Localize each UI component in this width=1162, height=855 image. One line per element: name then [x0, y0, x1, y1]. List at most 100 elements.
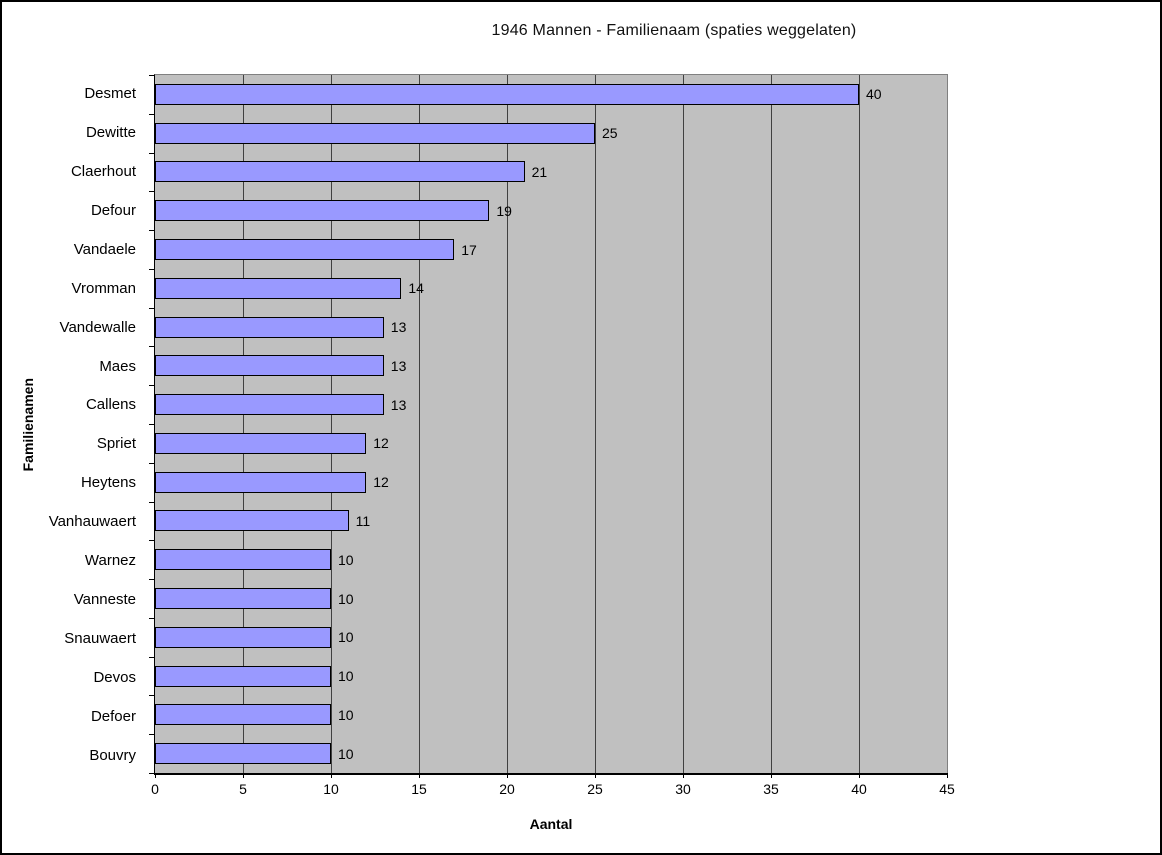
category-label: Callens	[85, 396, 136, 414]
bar	[155, 665, 331, 687]
gridline	[331, 75, 332, 773]
x-tick-label: 40	[851, 781, 867, 797]
x-tick	[331, 773, 332, 778]
bar-value-label: 12	[373, 474, 389, 491]
plot-area: 40 25 21 19 17 14 13 13 13 12 12 11 10 10 10 10 10 10 0 5 10…	[149, 74, 955, 797]
x-tick	[947, 773, 948, 778]
y-tick	[149, 346, 155, 348]
bar-value-label: 10	[338, 590, 354, 607]
category-axis-labels: Desmet Dewitte Claerhout Defour Vandaele Vrom…	[2, 74, 145, 775]
x-tick-label: 15	[411, 781, 427, 797]
bar-value-label: 10	[338, 706, 354, 723]
bar-rows: 40 25 21 19 17 14 13 13 13 12 12 11 10 10 10 10 10 10	[155, 75, 947, 773]
bar-row: 11	[155, 502, 947, 541]
x-tick	[859, 773, 860, 778]
bar	[155, 277, 402, 299]
category-label: Defour	[90, 201, 136, 219]
bar-value-label: 10	[338, 668, 354, 685]
y-tick	[149, 462, 155, 464]
y-tick	[149, 540, 155, 542]
y-tick	[149, 579, 155, 581]
y-axis-title: Familienamen	[20, 74, 36, 775]
y-tick	[149, 113, 155, 115]
bar-row: 10	[155, 734, 947, 773]
y-tick	[149, 734, 155, 736]
category-label: Vandaele	[73, 240, 136, 258]
bar-value-label: 13	[390, 357, 407, 374]
bar	[155, 549, 331, 571]
y-tick	[149, 617, 155, 619]
bar-row: 10	[155, 579, 947, 618]
bar-row: 17	[155, 230, 947, 269]
bar-value-label: 17	[461, 241, 477, 258]
bar	[155, 161, 525, 183]
bar-row: 25	[155, 114, 947, 153]
x-tick-label: 25	[587, 781, 603, 797]
x-tick	[243, 773, 244, 778]
x-tick-label: 5	[239, 781, 247, 797]
gridline	[595, 75, 596, 773]
x-tick	[418, 773, 420, 778]
bar-row: 12	[155, 463, 947, 502]
category-label: Vandewalle	[59, 318, 136, 336]
category-label: Vromman	[71, 279, 136, 297]
y-tick	[149, 75, 155, 76]
bar	[155, 200, 490, 222]
y-tick	[149, 268, 155, 270]
category-label: Dewitte	[85, 123, 136, 141]
y-tick	[149, 695, 155, 697]
x-axis-title: Aantal	[529, 816, 573, 832]
gridline	[682, 75, 684, 773]
y-tick	[149, 307, 155, 309]
y-tick	[149, 656, 155, 658]
y-tick	[149, 385, 155, 387]
y-tick	[149, 773, 155, 774]
gridline	[859, 75, 860, 773]
bar	[155, 355, 384, 377]
category-label: Bouvry	[89, 746, 136, 764]
bar-row: 13	[155, 308, 947, 347]
category-label: Desmet	[84, 84, 136, 102]
bar	[155, 239, 455, 261]
category-label: Maes	[99, 357, 136, 375]
category-label: Devos	[93, 669, 136, 687]
bar	[155, 743, 331, 765]
bar-row: 21	[155, 153, 947, 192]
category-label: Defoer	[90, 707, 136, 725]
bar	[155, 432, 367, 454]
bar-value-label: 21	[531, 163, 548, 180]
x-tick	[771, 773, 772, 778]
bar-value-label: 10	[338, 551, 354, 568]
bar	[155, 122, 595, 144]
gridline	[771, 75, 772, 773]
bar-row: 40	[155, 75, 947, 114]
y-tick	[149, 501, 155, 503]
bar-row: 19	[155, 191, 947, 230]
bar-value-label: 25	[602, 125, 618, 142]
x-tick	[682, 773, 684, 778]
x-tick	[595, 773, 596, 778]
bar-value-label: 12	[373, 435, 389, 452]
x-tick-label: 45	[939, 781, 955, 797]
x-tick	[155, 773, 156, 778]
bar-value-label: 13	[390, 396, 407, 413]
bar	[155, 510, 349, 532]
x-tick-label: 20	[499, 781, 515, 797]
x-tick	[507, 773, 508, 778]
bar	[155, 316, 384, 338]
bar-row: 12	[155, 424, 947, 463]
bar	[155, 83, 859, 105]
bar	[155, 394, 384, 416]
gridline	[418, 75, 420, 773]
bar-value-label: 11	[355, 512, 371, 529]
chart-title: 1946 Mannen - Familienaam (spaties wegge…	[491, 22, 857, 39]
bar-value-label: 13	[390, 319, 407, 336]
bar-value-label: 10	[338, 629, 354, 646]
gridline	[507, 75, 508, 773]
bar-row: 10	[155, 657, 947, 696]
y-tick	[149, 230, 155, 232]
x-tick-label: 10	[323, 781, 339, 797]
bar-row: 13	[155, 346, 947, 385]
y-tick	[149, 152, 155, 154]
bar-row: 13	[155, 385, 947, 424]
